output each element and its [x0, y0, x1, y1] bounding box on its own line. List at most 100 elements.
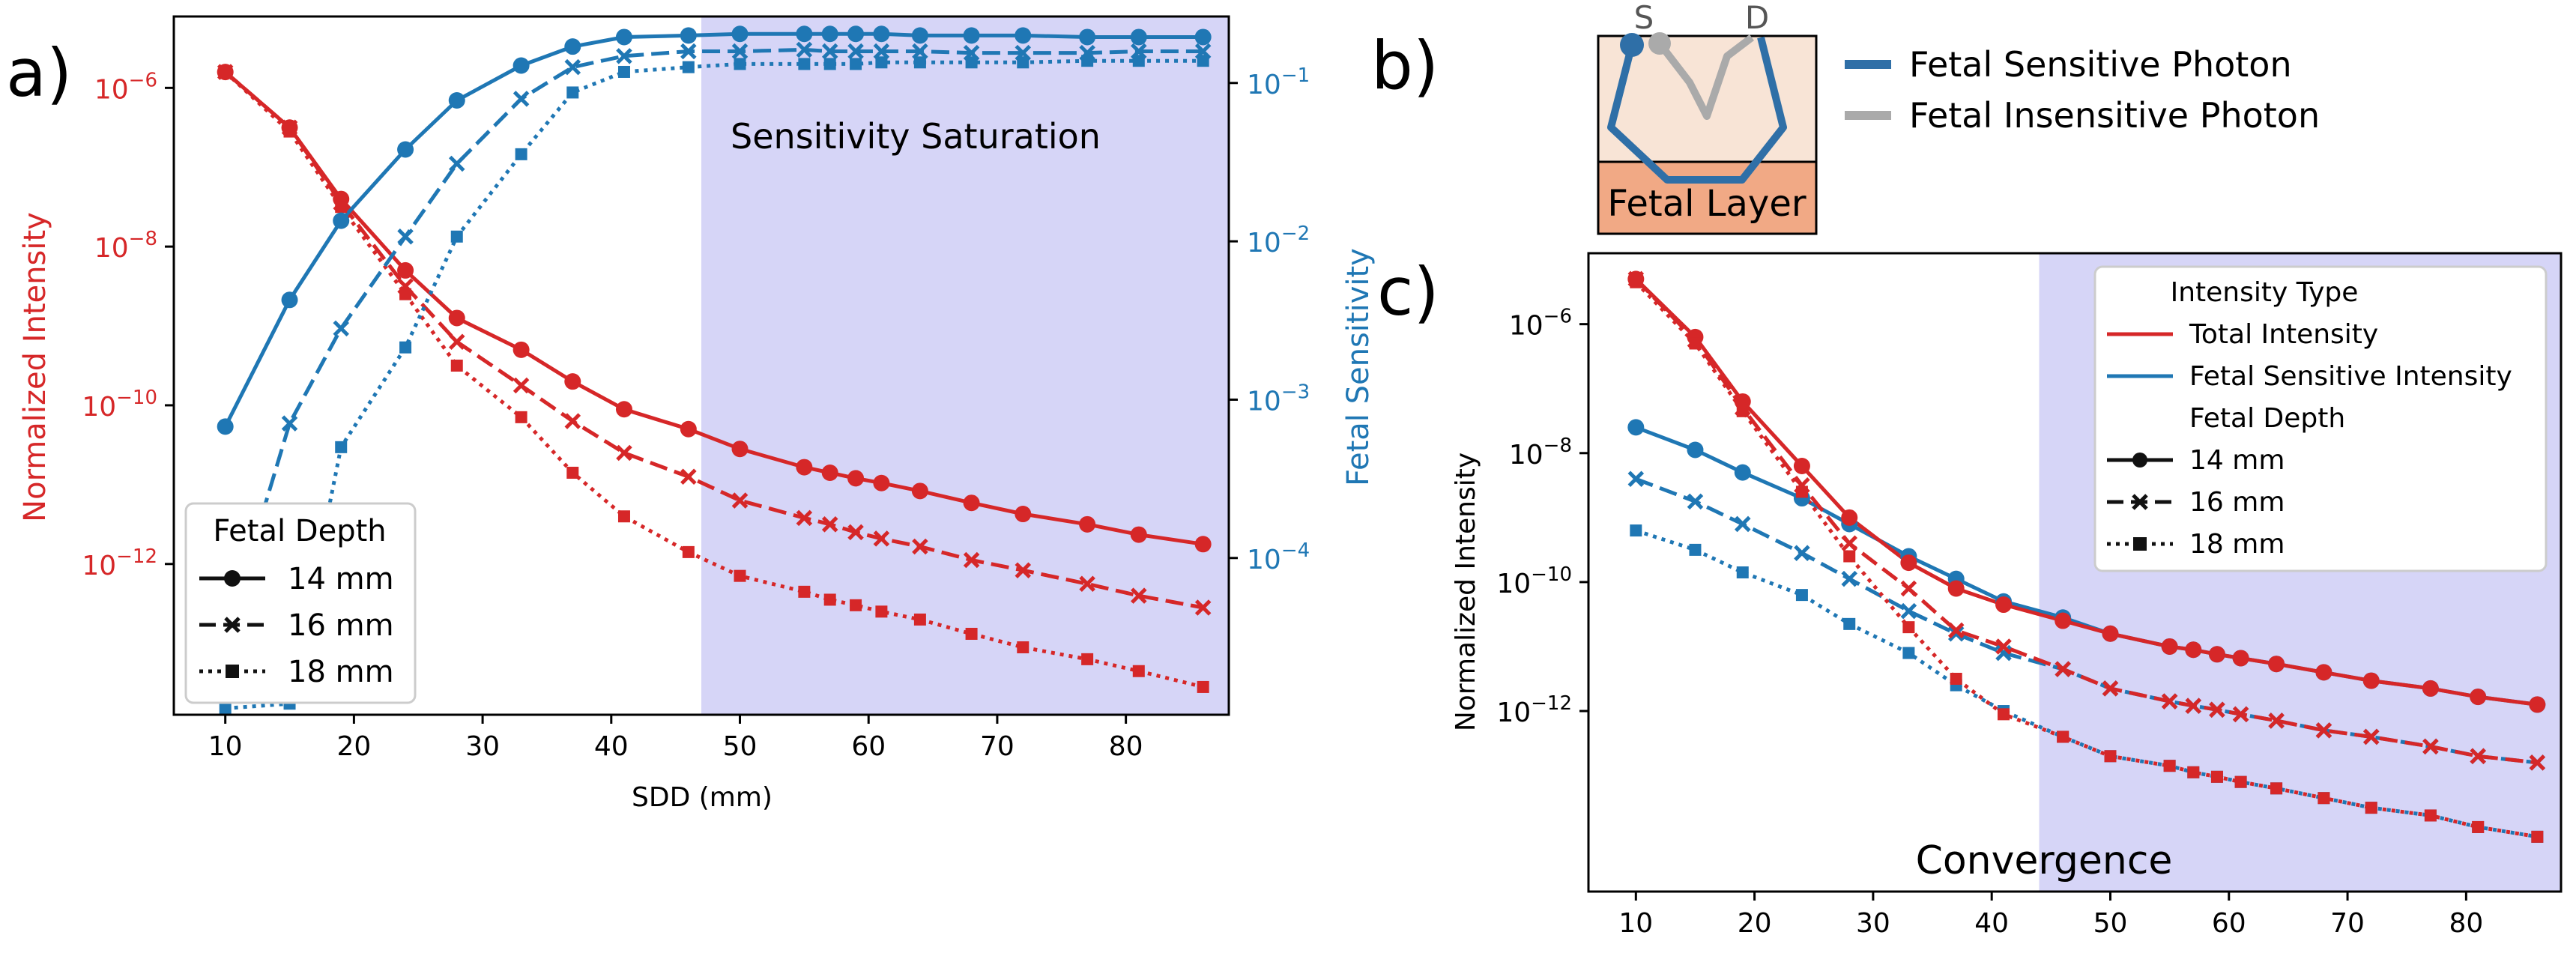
c-fetal-point-18mm-24: [1795, 589, 1808, 602]
svg-text:14 mm: 14 mm: [288, 562, 394, 596]
a-intensity-point-18mm-15: [283, 125, 296, 138]
a-intensity-point-14mm-28: [448, 309, 465, 327]
fetal-layer-label: Fetal Layer: [1607, 183, 1806, 225]
a-intensity-point-14mm-64: [911, 482, 928, 500]
x-tick-label: 80: [1109, 731, 1143, 762]
c-total-point-14mm-41: [1995, 596, 2013, 614]
legend-entry-18mm: 18 mm: [199, 655, 394, 689]
source-label: S: [1634, 0, 1654, 36]
x-tick-label: 30: [1856, 908, 1890, 939]
c-total-point-16mm-72: [2362, 728, 2380, 745]
legend-title: Fetal Depth: [213, 514, 386, 548]
c-total-point-18mm-64: [2270, 782, 2283, 795]
y-tick-label: 10−6: [94, 69, 157, 105]
a-intensity-point-14mm-57: [821, 464, 838, 481]
c-fetal-point-18mm-28: [1843, 617, 1856, 630]
a-sensitivity-point-14mm-77: [1079, 28, 1096, 46]
c-total-point-16mm-68: [2315, 722, 2332, 739]
a-sensitivity-point-14mm-33: [513, 57, 530, 74]
y-tick-label: 10−12: [82, 545, 157, 581]
a-sensitivity-point-14mm-61: [873, 25, 890, 43]
c-fetal-point-14mm-19: [1734, 464, 1751, 481]
c-total-point-14mm-72: [2362, 672, 2380, 689]
a-intensity-point-14mm-41: [615, 401, 632, 418]
x-tick-label: 70: [980, 731, 1015, 762]
a-intensity-point-16mm-33: [513, 377, 530, 394]
a-intensity-point-14mm-33: [513, 341, 530, 358]
c-fetal-point-16mm-24: [1794, 545, 1810, 561]
a-intensity-point-16mm-64: [912, 538, 928, 555]
x-ticks: 10 20 30 40 50 60 70 80: [1618, 892, 2483, 939]
a-intensity-point-14mm-55: [796, 459, 813, 476]
a-sensitivity-point-16mm-41: [616, 48, 632, 64]
svg-text:18 mm: 18 mm: [2189, 529, 2285, 560]
panel-a-chart: Sensitivity Saturation 10 20 30 40 50 60 70 80 …: [18, 15, 1376, 813]
c-total-point-16mm-61: [2232, 706, 2249, 723]
a-intensity-point-18mm-59: [850, 599, 862, 611]
plot-frame: [172, 15, 1230, 716]
legend-fetal-depth: Fetal Depth 14 mm 16 mm 18 mm: [184, 502, 417, 704]
y-tick-label: 10−6: [1509, 306, 1572, 342]
a-intensity-point-14mm-72: [1015, 506, 1032, 523]
c-fetal-point-18mm-15: [1689, 543, 1702, 556]
a-intensity-point-16mm-59: [847, 524, 864, 541]
c-total-point-18mm-77: [2424, 809, 2437, 822]
x-ticks: 10 20 30 40 50 60 70 80: [208, 715, 1143, 762]
c-total-point-18mm-72: [2365, 802, 2377, 814]
svg-text:Fetal Sensitive Intensity: Fetal Sensitive Intensity: [2189, 361, 2512, 392]
a-intensity-point-14mm-46: [680, 420, 697, 438]
a-intensity-point-16mm-55: [796, 509, 813, 527]
c-total-point-14mm-77: [2422, 680, 2439, 697]
legend-sensitive-photon: Fetal Sensitive Photon: [1909, 44, 2292, 85]
a-sensitivity-point-16mm-46: [680, 43, 697, 60]
c-fetal-point-16mm-15: [1687, 493, 1704, 510]
a-intensity-point-18mm-10: [219, 66, 232, 79]
a-sensitivity-point-14mm-15: [281, 291, 298, 309]
a-intensity-point-18mm-77: [1081, 653, 1094, 665]
a-sensitivity-point-14mm-28: [448, 92, 465, 109]
a-sensitivity-point-18mm-50: [734, 58, 746, 70]
a-sensitivity-point-18mm-77: [1081, 55, 1094, 67]
a-sensitivity-point-18mm-64: [913, 56, 926, 69]
c-total-point-14mm-33: [1900, 554, 1917, 572]
insensitive-source-dot: [1648, 32, 1671, 55]
c-total-point-18mm-61: [2234, 775, 2247, 788]
a-sensitivity-point-18mm-55: [798, 58, 811, 70]
panel-label-b: b): [1371, 27, 1439, 104]
schematic-legend: Fetal Sensitive Photon Fetal Insensitive…: [1845, 44, 2320, 136]
a-sensitivity-point-16mm-59: [847, 43, 864, 60]
c-total-point-14mm-86: [2529, 696, 2546, 713]
x-tick-label: 40: [594, 731, 629, 762]
c-total-point-14mm-46: [2055, 612, 2072, 629]
a-sensitivity-line-18mm: [225, 58, 1203, 710]
a-intensity-point-18mm-24: [399, 288, 412, 300]
a-intensity-point-14mm-68: [963, 494, 980, 512]
c-fetal-point-18mm-19: [1736, 566, 1749, 578]
a-intensity-point-18mm-37: [566, 466, 579, 479]
a-intensity-point-16mm-61: [873, 530, 890, 547]
c-total-point-16mm-81: [2470, 748, 2486, 765]
a-sensitivity-point-14mm-10: [217, 418, 234, 435]
x-tick-label: 10: [1618, 908, 1653, 939]
fetal-sensitive-path: [1607, 36, 1787, 184]
a-sensitivity-line-16mm: [223, 47, 1203, 638]
x-tick-label: 50: [2093, 908, 2128, 939]
legend-entry-16mm: 16 mm: [2107, 487, 2285, 518]
a-sensitivity-point-14mm-64: [911, 27, 928, 44]
a-sensitivity-point-14mm-46: [680, 27, 697, 44]
c-total-point-14mm-37: [1947, 580, 1965, 597]
x-tick-label: 60: [2212, 908, 2246, 939]
c-total-point-16mm-64: [2268, 713, 2285, 729]
a-intensity-point-14mm-81: [1130, 526, 1147, 543]
saturation-label: Sensitivity Saturation: [731, 116, 1101, 157]
a-sensitivity-point-18mm-24: [399, 341, 412, 354]
a-sensitivity-point-14mm-68: [963, 27, 980, 44]
panel-label-c: c): [1377, 253, 1439, 330]
a-intensity-line-14mm: [224, 70, 1204, 546]
a-intensity-point-16mm-57: [821, 516, 838, 533]
c-total-point-14mm-28: [1841, 509, 1858, 526]
a-sensitivity-point-14mm-19: [333, 212, 350, 229]
fetal-insensitive-path: [1657, 34, 1755, 120]
a-intensity-point-14mm-77: [1079, 515, 1096, 533]
y-tick-label: 10−8: [94, 228, 157, 264]
